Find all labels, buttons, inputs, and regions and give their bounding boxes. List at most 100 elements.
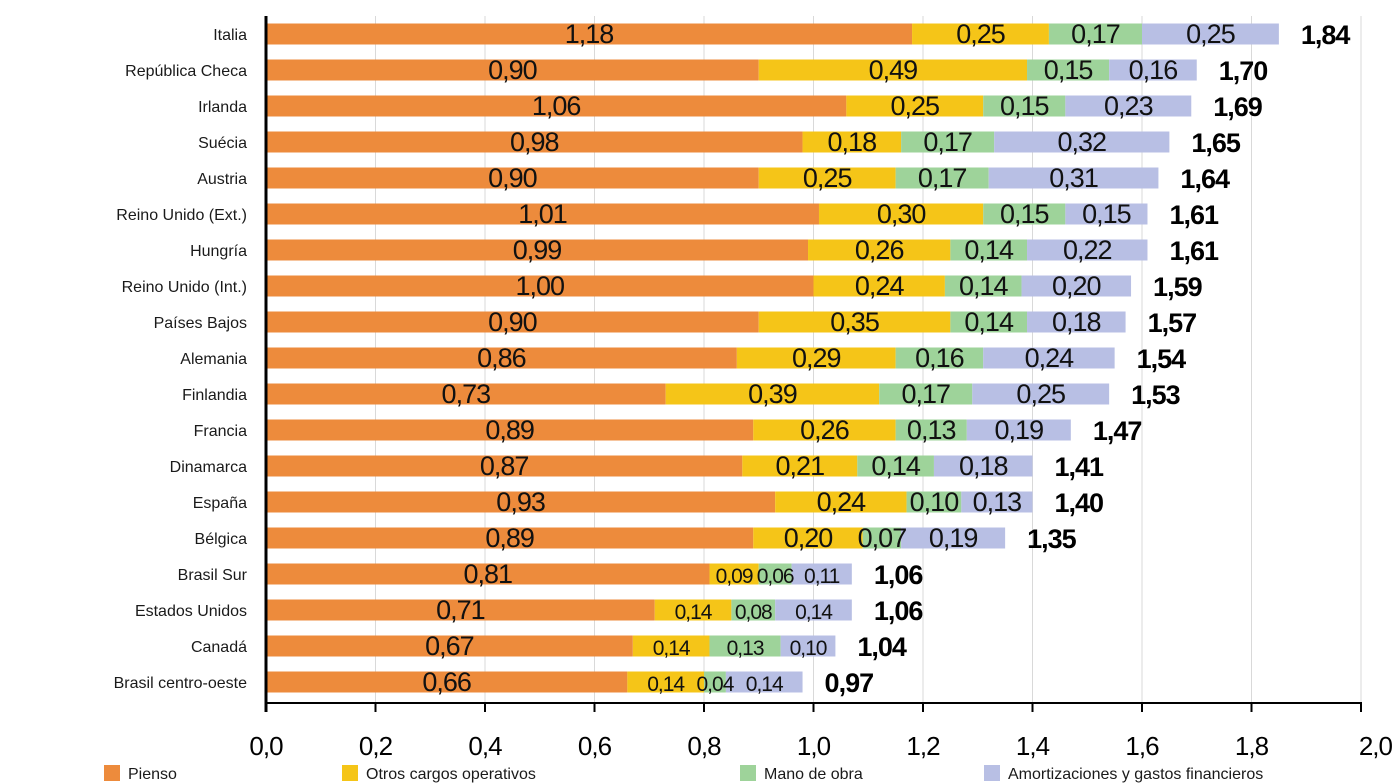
segment-label-pienso-francia: 0,89	[485, 415, 534, 445]
bar-segment-pienso-paises-bajos	[266, 311, 759, 333]
category-label-finlandia: Finlandia	[182, 387, 247, 404]
segment-label-amortizaciones-y-gastos-financieros-irlanda: 0,23	[1104, 91, 1153, 121]
segment-label-otros-cargos-operativos-suecia: 0,18	[828, 127, 877, 157]
bar-segment-amortizaciones-y-gastos-financieros-canada	[780, 635, 836, 657]
segment-label-pienso-italia: 1,18	[565, 19, 614, 49]
category-label-alemania: Alemania	[180, 351, 247, 368]
segment-label-mano-de-obra-alemania: 0,16	[915, 343, 964, 373]
bar-segment-otros-cargos-operativos-dinamarca	[742, 455, 858, 477]
x-tick-label: 1,6	[1125, 731, 1159, 761]
bar-segment-amortizaciones-y-gastos-financieros-dinamarca	[933, 455, 1033, 477]
segment-label-amortizaciones-y-gastos-financieros-italia: 0,25	[1186, 19, 1235, 49]
bar-segment-mano-de-obra-dinamarca	[857, 455, 934, 477]
bar-segment-pienso-austria	[266, 167, 759, 189]
segment-label-mano-de-obra-finlandia: 0,17	[901, 379, 950, 409]
total-label-alemania: 1,54	[1137, 344, 1187, 374]
bar-segment-amortizaciones-y-gastos-financieros-finlandia	[972, 383, 1110, 405]
segment-label-amortizaciones-y-gastos-financieros-espana: 0,13	[973, 487, 1022, 517]
bar-segment-mano-de-obra-espana	[906, 491, 962, 513]
legend-swatch-pienso	[104, 765, 120, 781]
segment-label-otros-cargos-operativos-brasil-centro-oeste: 0,14	[647, 673, 685, 696]
bar-segment-otros-cargos-operativos-republica-checa	[758, 59, 1028, 81]
segment-label-mano-de-obra-dinamarca: 0,14	[871, 451, 921, 481]
segment-label-otros-cargos-operativos-republica-checa: 0,49	[869, 55, 918, 85]
legend-label-pienso: Pienso	[128, 766, 177, 783]
segment-label-mano-de-obra-reino-unido-int: 0,14	[959, 271, 1009, 301]
total-label-dinamarca: 1,41	[1055, 452, 1105, 482]
total-labels: 1,84 1,70 1,69 1,65 1,64 1,61 1,61 1,59 1,57 1,54…	[825, 20, 1352, 698]
bar-segment-amortizaciones-y-gastos-financieros-reino-unido-int	[1021, 275, 1132, 297]
segment-label-amortizaciones-y-gastos-financieros-reino-unido-int: 0,20	[1052, 271, 1101, 301]
segment-label-pienso-brasil-centro-oeste: 0,66	[422, 667, 471, 697]
segment-label-mano-de-obra-irlanda: 0,15	[1000, 91, 1049, 121]
segment-label-mano-de-obra-belgica: 0,07	[858, 523, 907, 553]
bar-segment-otros-cargos-operativos-austria	[758, 167, 896, 189]
bar-segment-amortizaciones-y-gastos-financieros-paises-bajos	[1027, 311, 1126, 333]
bar-segment-amortizaciones-y-gastos-financieros-italia	[1142, 23, 1279, 45]
bar-segment-otros-cargos-operativos-brasil-centro-oeste	[627, 671, 704, 693]
segment-label-mano-de-obra-hungria: 0,14	[964, 235, 1014, 265]
segment-label-pienso-belgica: 0,89	[485, 523, 534, 553]
segment-label-mano-de-obra-canada: 0,13	[727, 637, 764, 660]
segment-label-pienso-hungria: 0,99	[513, 235, 562, 265]
segment-label-pienso-reino-unido-int: 1,00	[515, 271, 564, 301]
segment-label-pienso-dinamarca: 0,87	[480, 451, 529, 481]
bar-segment-pienso-dinamarca	[266, 455, 743, 477]
segment-label-mano-de-obra-brasil-sur: 0,06	[757, 565, 794, 588]
segment-label-amortizaciones-y-gastos-financieros-canada: 0,10	[790, 637, 827, 660]
bar-segment-mano-de-obra-austria	[895, 167, 989, 189]
segment-label-mano-de-obra-suecia: 0,17	[923, 127, 972, 157]
segment-label-amortizaciones-y-gastos-financieros-reino-unido-ext: 0,15	[1082, 199, 1131, 229]
x-tick-label: 1,8	[1235, 731, 1269, 761]
segment-label-otros-cargos-operativos-paises-bajos: 0,35	[830, 307, 879, 337]
segment-label-amortizaciones-y-gastos-financieros-francia: 0,19	[995, 415, 1044, 445]
bar-segment-mano-de-obra-estados-unidos	[731, 599, 776, 621]
bar-segment-otros-cargos-operativos-francia	[753, 419, 896, 441]
segment-label-amortizaciones-y-gastos-financieros-paises-bajos: 0,18	[1052, 307, 1101, 337]
category-label-reino-unido-int: Reino Unido (Int.)	[122, 279, 247, 296]
segment-label-mano-de-obra-republica-checa: 0,15	[1044, 55, 1093, 85]
category-label-irlanda: Irlanda	[198, 99, 247, 116]
legend-label-otros-cargos-operativos: Otros cargos operativos	[366, 766, 536, 783]
segment-label-pienso-irlanda: 1,06	[532, 91, 581, 121]
segment-label-otros-cargos-operativos-canada: 0,14	[653, 637, 691, 660]
x-tick-label: 0,2	[359, 731, 393, 761]
total-label-paises-bajos: 1,57	[1148, 308, 1197, 338]
bar-segment-otros-cargos-operativos-italia	[912, 23, 1049, 45]
category-label-francia: Francia	[194, 423, 247, 440]
segment-labels: 1,18 0,25 0,17 0,25 0,90 0,49 0,15 0,16 1,06 0,25…	[422, 19, 1235, 697]
segment-label-amortizaciones-y-gastos-financieros-alemania: 0,24	[1025, 343, 1075, 373]
category-label-hungria: Hungría	[190, 243, 247, 260]
segment-label-pienso-reino-unido-ext: 1,01	[518, 199, 567, 229]
category-label-suecia: Suécia	[198, 135, 247, 152]
bar-segment-otros-cargos-operativos-irlanda	[846, 95, 984, 117]
segment-label-amortizaciones-y-gastos-financieros-brasil-centro-oeste: 0,14	[746, 673, 784, 696]
bar-segment-mano-de-obra-suecia	[901, 131, 995, 153]
segment-label-otros-cargos-operativos-brasil-sur: 0,09	[716, 565, 753, 588]
bar-segment-mano-de-obra-paises-bajos	[950, 311, 1028, 333]
bar-segment-amortizaciones-y-gastos-financieros-brasil-sur	[791, 563, 852, 585]
legend-swatch-mano-de-obra	[740, 765, 756, 781]
segment-label-pienso-espana: 0,93	[496, 487, 545, 517]
segment-label-amortizaciones-y-gastos-financieros-finlandia: 0,25	[1016, 379, 1065, 409]
segment-label-otros-cargos-operativos-estados-unidos: 0,14	[675, 601, 713, 624]
bar-segment-amortizaciones-y-gastos-financieros-reino-unido-ext	[1065, 203, 1148, 225]
x-tick-label: 0,6	[578, 731, 612, 761]
bar-segment-amortizaciones-y-gastos-financieros-suecia	[994, 131, 1170, 153]
segment-label-mano-de-obra-estados-unidos: 0,08	[735, 601, 772, 624]
segment-label-otros-cargos-operativos-belgica: 0,20	[784, 523, 833, 553]
segment-label-pienso-brasil-sur: 0,81	[463, 559, 512, 589]
segment-label-otros-cargos-operativos-espana: 0,24	[817, 487, 867, 517]
bar-segment-mano-de-obra-republica-checa	[1027, 59, 1110, 81]
category-label-italia: Italia	[213, 27, 247, 44]
x-tick-label: 1,0	[797, 731, 831, 761]
segment-label-pienso-paises-bajos: 0,90	[488, 307, 537, 337]
segment-label-mano-de-obra-francia: 0,13	[907, 415, 956, 445]
legend-swatch-otros-cargos-operativos	[342, 765, 358, 781]
legend-label-amortizaciones-y-gastos-financieros: Amortizaciones y gastos financieros	[1008, 766, 1263, 783]
bar-segment-amortizaciones-y-gastos-financieros-alemania	[983, 347, 1115, 369]
bar-segment-otros-cargos-operativos-reino-unido-ext	[818, 203, 984, 225]
category-label-reino-unido-ext: Reino Unido (Ext.)	[116, 207, 247, 224]
bar-segment-pienso-irlanda	[266, 95, 847, 117]
x-tick-label: 0,0	[249, 731, 283, 761]
